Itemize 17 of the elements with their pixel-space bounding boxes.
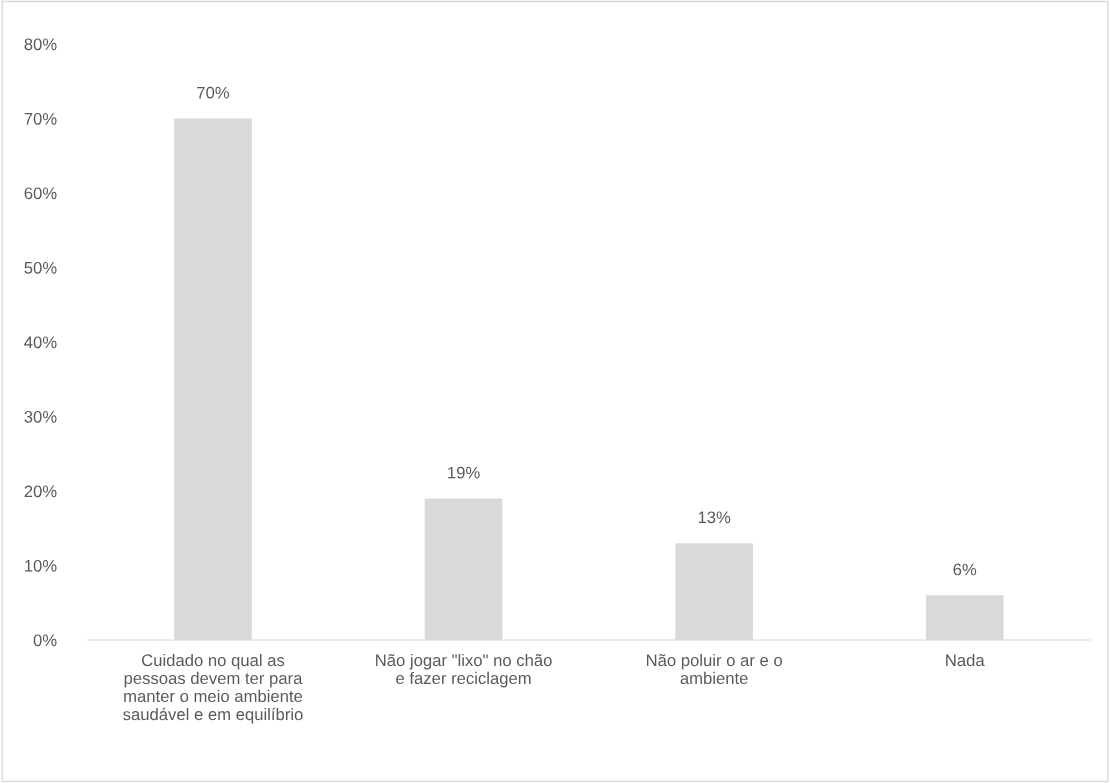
x-tick-label: Nada <box>946 653 985 667</box>
y-tick-label: 0% <box>33 634 57 647</box>
y-tick-label: 60% <box>24 187 57 200</box>
y-tick-label: 10% <box>25 559 57 572</box>
x-tick-label: Não jogar "lixo" no chão e fazer reciclagem <box>376 653 552 688</box>
data-label: 19% <box>448 466 480 479</box>
data-label: 13% <box>698 511 731 524</box>
y-tick-label: 30% <box>24 410 57 423</box>
y-tick-label: 40% <box>24 336 57 349</box>
data-label: 6% <box>953 563 977 576</box>
x-tick-label: Não poluir o ar e o ambiente <box>646 653 783 685</box>
y-tick-label: 70% <box>24 112 57 125</box>
y-tick-label: 50% <box>24 261 57 274</box>
x-tick-label: Cuidado no qual as pessoas devem ter para manter o meio ambiente saudável e em equilíbrio <box>123 653 303 724</box>
y-tick-label: 20% <box>24 485 57 498</box>
data-label: 70% <box>197 86 230 99</box>
y-tick-label: 80% <box>24 38 57 51</box>
